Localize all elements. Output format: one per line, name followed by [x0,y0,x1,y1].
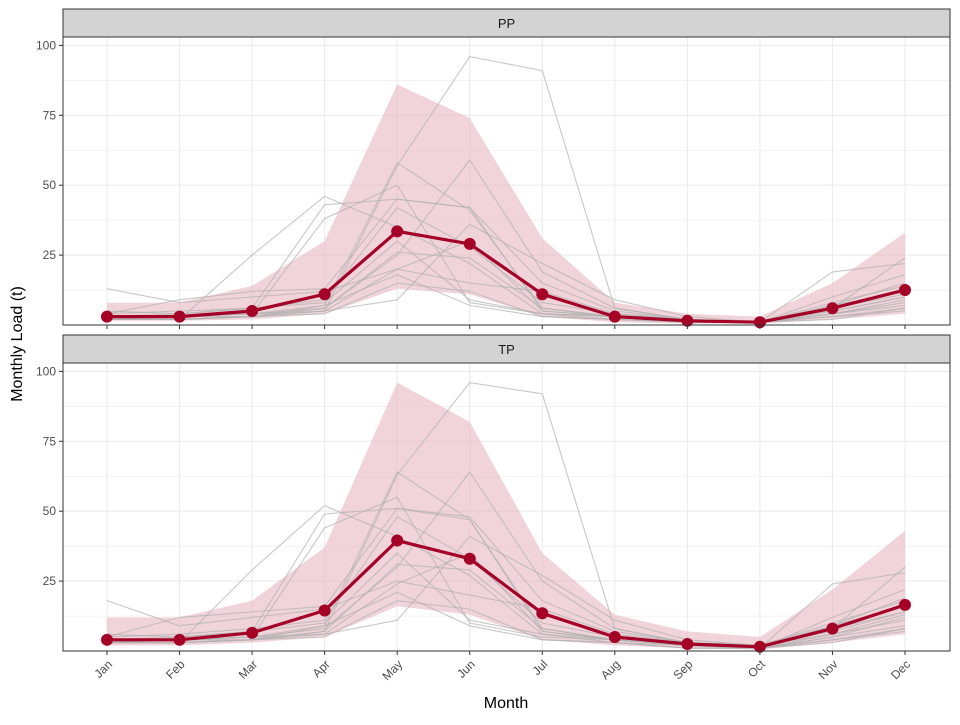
mean-point [536,607,549,620]
x-tick-label: Jun [454,657,478,681]
mean-series-line [107,229,906,324]
x-tick-label: Aug [598,657,623,682]
x-tick-label: Sep [670,657,695,682]
background-series-line [107,195,906,323]
mean-point [826,622,839,635]
y-tick-label: 75 [43,108,57,122]
panel-pp: PP 25 50 75 100 [36,8,951,329]
x-tick-label: Dec [888,657,913,682]
mean-point [899,284,911,297]
x-tick-label: May [379,657,405,683]
facet-strip [62,8,951,38]
x-tick-label: Jul [530,657,551,678]
panel-tp: TP 25 50 75 100 [36,334,951,655]
mean-series-line [107,538,906,649]
x-tick-label: Mar [236,657,261,682]
x-tick-label: Jan [92,657,116,681]
y-tick-label: 25 [43,574,57,588]
mean-point [101,633,113,646]
mean-point [318,604,331,617]
x-tick-label: Nov [816,657,841,682]
x-tick-label: Oct [745,657,769,681]
facet-strip-label: PP [498,16,515,31]
mean-point [826,302,839,315]
background-series-line [106,274,906,323]
mean-point [173,310,186,323]
mean-point [101,310,113,323]
facet-strip [62,334,951,364]
range-ribbon [107,84,905,324]
mean-point [173,633,186,646]
mean-point [318,288,331,301]
mean-point [899,598,911,611]
mean-point [463,552,476,565]
y-tick-label: 50 [43,178,57,192]
y-tick-label: 100 [36,38,56,52]
mean-point [463,237,476,250]
mean-point [391,534,404,547]
mean-point [246,305,259,318]
background-series-line [107,504,906,649]
x-axis-title: Month [484,695,528,712]
mean-point [391,225,404,238]
y-tick-label: 50 [43,504,57,518]
mean-point [608,310,621,323]
x-tick-label: Feb [163,657,188,682]
y-axis-title: Monthly Load (t) [9,286,26,402]
mean-point [536,288,549,301]
mean-point [246,626,259,639]
facet-strip-label: TP [498,342,515,357]
y-tick-label: 25 [43,248,57,262]
background-series-line [106,591,906,649]
mean-point [681,314,694,327]
x-tick-label: Apr [310,657,333,680]
y-tick-label: 100 [36,364,56,378]
range-ribbon [107,382,905,650]
mean-point [681,638,694,651]
mean-point [753,640,766,653]
mean-point [608,631,621,644]
background-series-line [106,206,906,323]
y-tick-label: 75 [43,434,57,448]
